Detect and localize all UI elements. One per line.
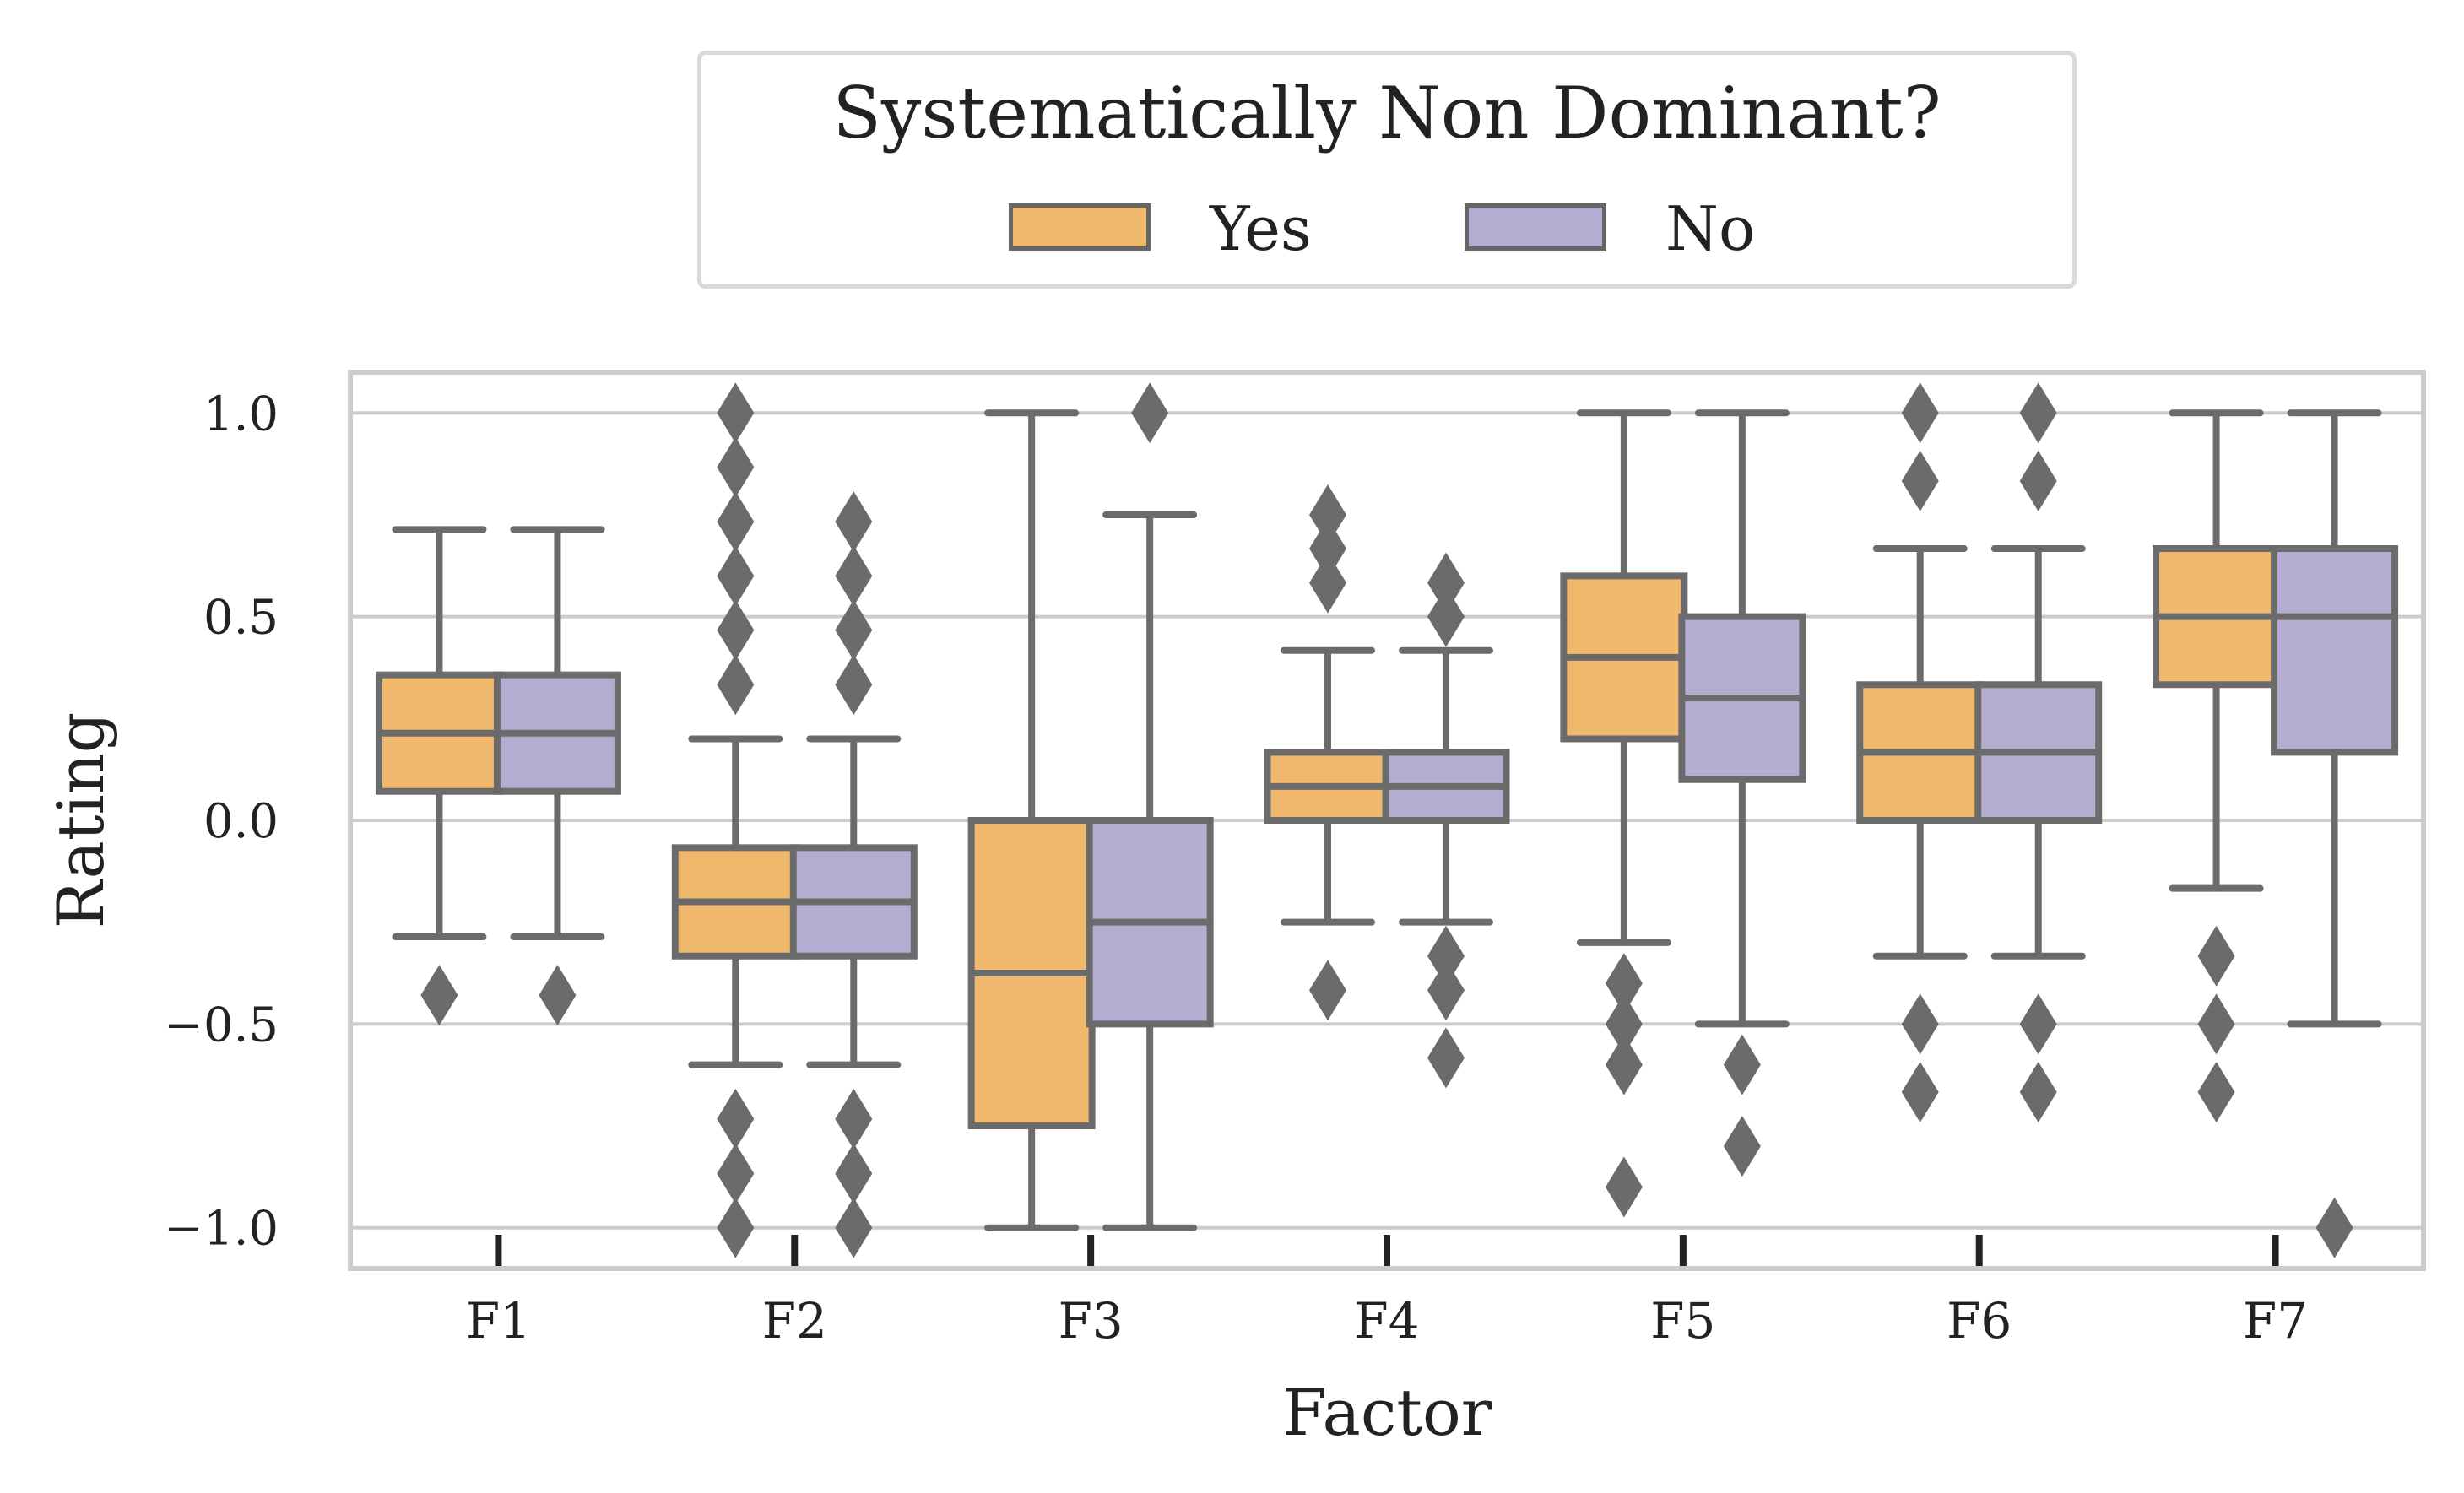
outlier-marker xyxy=(2019,993,2057,1055)
outlier-marker xyxy=(1605,953,1643,1014)
outlier-marker xyxy=(1131,382,1169,444)
plot-frame xyxy=(348,370,2426,1271)
outlier-marker xyxy=(1427,960,1465,1021)
outlier-marker xyxy=(835,491,873,553)
outlier-marker xyxy=(717,599,755,661)
x-tick-label: F1 xyxy=(466,1292,531,1350)
box-plots xyxy=(375,382,2399,1258)
outlier-marker xyxy=(1901,450,1939,511)
outlier-marker xyxy=(2315,1197,2353,1258)
y-axis-label: Rating xyxy=(43,712,118,929)
x-tick-label: F3 xyxy=(1059,1292,1124,1350)
legend-swatch-yes xyxy=(1009,203,1151,251)
outlier-marker xyxy=(835,1088,873,1150)
outlier-marker xyxy=(835,1143,873,1204)
outlier-marker xyxy=(2019,382,2057,444)
outlier-marker xyxy=(1723,1034,1761,1095)
outlier-marker xyxy=(717,436,755,498)
outlier-marker xyxy=(1901,1061,1939,1122)
outlier-marker xyxy=(1309,484,1346,545)
outlier-marker xyxy=(717,1088,755,1150)
outlier-marker xyxy=(717,491,755,553)
y-tick-label: −1.0 xyxy=(164,1202,279,1257)
outlier-marker xyxy=(835,654,873,716)
outlier-marker xyxy=(1605,1034,1643,1095)
x-tick-label: F4 xyxy=(1354,1292,1419,1350)
outlier-marker xyxy=(1309,552,1346,614)
outlier-marker xyxy=(1309,518,1346,580)
x-tick-label: F7 xyxy=(2243,1292,2308,1350)
outlier-marker xyxy=(1605,993,1643,1055)
y-tick-label: 0.0 xyxy=(203,794,279,849)
outlier-marker xyxy=(1427,925,1465,987)
outlier-marker xyxy=(1427,586,1465,647)
outlier-marker xyxy=(539,965,577,1026)
outlier-marker xyxy=(1901,993,1939,1055)
y-tick-label: 0.5 xyxy=(203,591,279,646)
outlier-marker xyxy=(1901,382,1939,444)
outlier-marker xyxy=(1309,960,1346,1021)
outlier-marker xyxy=(2197,1061,2235,1122)
x-axis-label: Factor xyxy=(1282,1375,1492,1450)
outlier-marker xyxy=(835,1197,873,1258)
outlier-marker xyxy=(1427,552,1465,614)
x-tick-label: F6 xyxy=(1947,1292,2012,1350)
legend-label-yes: Yes xyxy=(1210,193,1312,264)
outlier-marker xyxy=(2197,993,2235,1055)
outlier-marker xyxy=(717,545,755,607)
outlier-marker xyxy=(2197,925,2235,987)
outlier-marker xyxy=(835,545,873,607)
outlier-marker xyxy=(2019,450,2057,511)
box-no xyxy=(2271,545,2399,756)
outlier-marker xyxy=(2019,1061,2057,1122)
legend-swatch-no xyxy=(1465,203,1606,251)
x-tick-label: F5 xyxy=(1650,1292,1715,1350)
outlier-marker xyxy=(420,965,458,1026)
legend: Systematically Non Dominant? Yes No xyxy=(697,51,2077,289)
y-tick-label: 1.0 xyxy=(203,387,279,441)
outlier-marker xyxy=(717,654,755,716)
legend-label-no: No xyxy=(1665,193,1756,264)
outlier-marker xyxy=(1723,1116,1761,1177)
outlier-marker xyxy=(1427,1027,1465,1089)
outlier-marker xyxy=(717,382,755,444)
legend-title: Systematically Non Dominant? xyxy=(832,72,1941,154)
y-tick-label: −0.5 xyxy=(164,998,279,1052)
outlier-marker xyxy=(717,1197,755,1258)
outlier-marker xyxy=(835,599,873,661)
axis-ticks: 1.0 0.5 0.0 −0.5 −1.0 F1 F2 F3 F4 F5 F6 F7 xyxy=(164,387,2308,1350)
outlier-marker xyxy=(717,1143,755,1204)
x-tick-label: F2 xyxy=(762,1292,827,1350)
outlier-marker xyxy=(1605,1156,1643,1218)
